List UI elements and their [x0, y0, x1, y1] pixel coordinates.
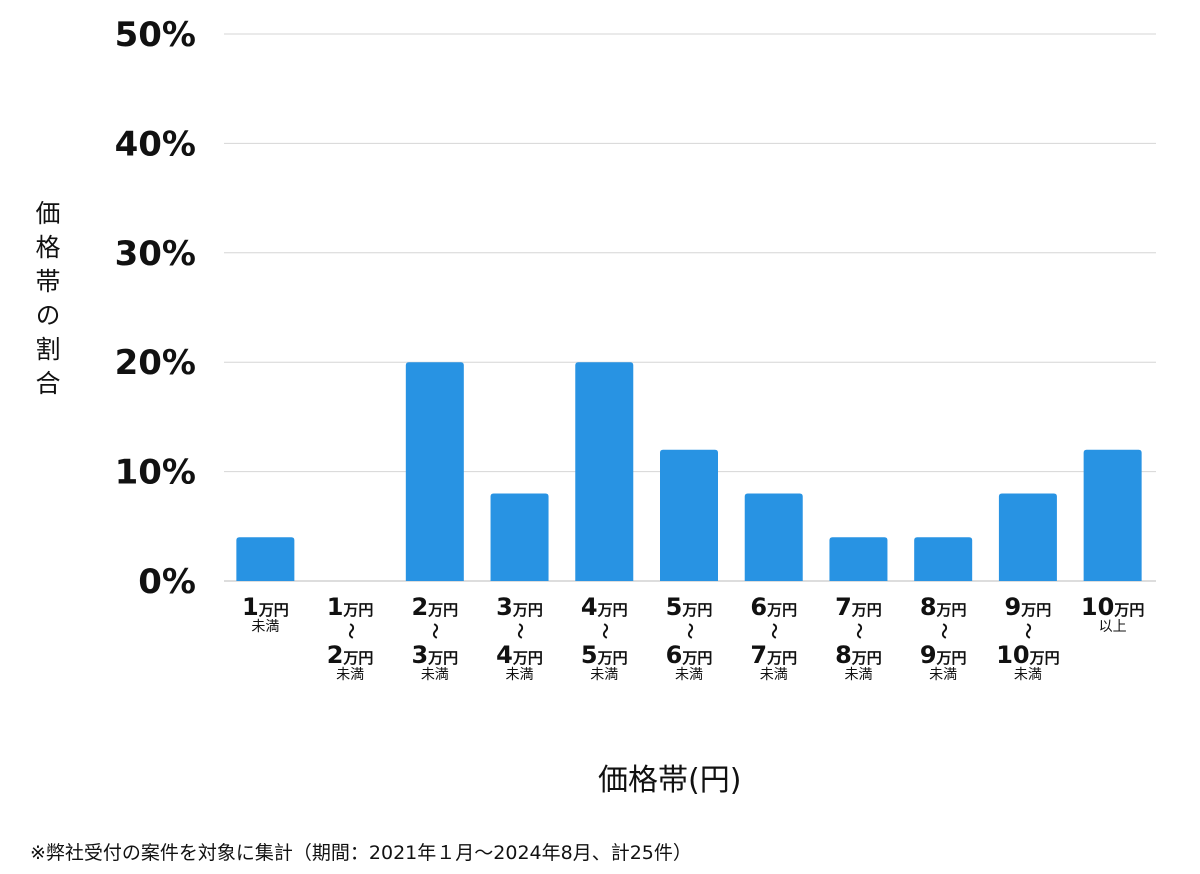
range-note: 未満 [590, 667, 619, 683]
range-separator: ～ [849, 622, 869, 639]
range-separator: ～ [934, 622, 954, 639]
unit: 万円 [851, 601, 882, 619]
x-tick-label: 1万円～ 2万円 未満 [308, 595, 393, 682]
range-note: 以上 [1098, 619, 1127, 635]
range-note: 未満 [336, 667, 365, 683]
unit: 万円 [343, 601, 374, 619]
x-tick-label: 8万円～ 9万円 未満 [901, 595, 986, 682]
range-to: 2 [326, 641, 344, 669]
unit: 万円 [512, 649, 543, 667]
unit: 万円 [512, 601, 543, 619]
x-tick-label: 3万円～ 4万円 未満 [477, 595, 562, 682]
x-tick-label: 5万円～ 6万円 未満 [647, 595, 732, 682]
bar [744, 493, 803, 581]
range-to: 7 [750, 641, 768, 669]
unit: 万円 [1021, 601, 1052, 619]
range-from: 1 [242, 593, 259, 621]
range-from: 1 [326, 593, 344, 621]
unit: 万円 [258, 601, 289, 619]
unit: 万円 [936, 649, 967, 667]
range-note: 未満 [505, 667, 534, 683]
unit: 万円 [1114, 601, 1145, 619]
x-tick-label: 9万円～ 10万円 未満 [985, 595, 1070, 682]
range-note: 未満 [251, 619, 280, 635]
x-axis-label: 価格帯(円) [598, 763, 742, 798]
range-from: 4 [580, 593, 598, 621]
range-to: 9 [919, 641, 937, 669]
unit: 万円 [343, 649, 374, 667]
bar [575, 362, 634, 581]
bar [998, 493, 1057, 581]
x-tick-label: 1万円 未満 [223, 595, 308, 634]
range-to: 5 [580, 641, 598, 669]
y-tick-label: 30% [115, 234, 196, 274]
x-tick-label: 7万円～ 8万円 未満 [816, 595, 901, 682]
y-tick-label: 20% [115, 343, 196, 383]
unit: 万円 [428, 649, 459, 667]
range-from: 9 [1004, 593, 1022, 621]
range-from: 8 [919, 593, 937, 621]
unit: 万円 [428, 601, 459, 619]
footnote: ※弊社受付の案件を対象に集計（期間：2021年１月～2024年8月、計25件） [30, 842, 692, 864]
bar [490, 493, 549, 581]
range-from: 7 [835, 593, 852, 621]
unit: 万円 [597, 649, 628, 667]
range-to: 3 [411, 641, 429, 669]
y-tick-label: 50% [115, 15, 196, 55]
range-note: 未満 [420, 667, 449, 683]
y-axis-label: 価格帯の割合 [32, 200, 61, 404]
range-separator: ～ [425, 622, 445, 639]
unit: 万円 [597, 601, 628, 619]
unit: 万円 [851, 649, 882, 667]
range-note: 未満 [759, 667, 788, 683]
x-tick-label: 10万円 以上 [1070, 595, 1155, 634]
y-tick-label: 10% [115, 453, 196, 493]
unit: 万円 [682, 601, 713, 619]
unit: 万円 [936, 601, 967, 619]
bar [236, 537, 295, 581]
range-separator: ～ [1018, 622, 1038, 639]
range-from: 6 [750, 593, 768, 621]
bar [914, 537, 973, 581]
range-note: 未満 [929, 667, 958, 683]
unit: 万円 [767, 649, 798, 667]
bar [660, 449, 718, 581]
bar [405, 362, 464, 581]
y-tick-label: 0% [138, 562, 196, 602]
x-tick-label: 6万円～ 7万円 未満 [731, 595, 816, 682]
range-separator: ～ [595, 622, 615, 639]
range-separator: ～ [680, 622, 699, 639]
range-note: 未満 [844, 667, 873, 683]
y-tick-label: 40% [115, 124, 196, 164]
range-note: 未満 [1013, 667, 1042, 683]
range-to: 4 [496, 641, 513, 669]
x-tick-label: 4万円～ 5万円 未満 [562, 595, 647, 682]
range-from: 10 [1080, 593, 1115, 621]
range-to: 6 [665, 641, 683, 669]
range-from: 2 [411, 593, 429, 621]
range-separator: ～ [764, 622, 784, 639]
bar [829, 537, 888, 581]
range-from: 5 [665, 593, 683, 621]
bar [1083, 449, 1142, 581]
range-to: 10 [996, 641, 1030, 669]
range-separator: ～ [341, 622, 361, 639]
unit: 万円 [1029, 649, 1060, 667]
range-from: 3 [496, 593, 513, 621]
range-separator: ～ [510, 622, 530, 639]
range-note: 未満 [675, 667, 703, 683]
unit: 万円 [682, 649, 713, 667]
range-to: 8 [835, 641, 852, 669]
x-tick-label: 2万円～ 3万円 未満 [392, 595, 477, 682]
unit: 万円 [767, 601, 798, 619]
